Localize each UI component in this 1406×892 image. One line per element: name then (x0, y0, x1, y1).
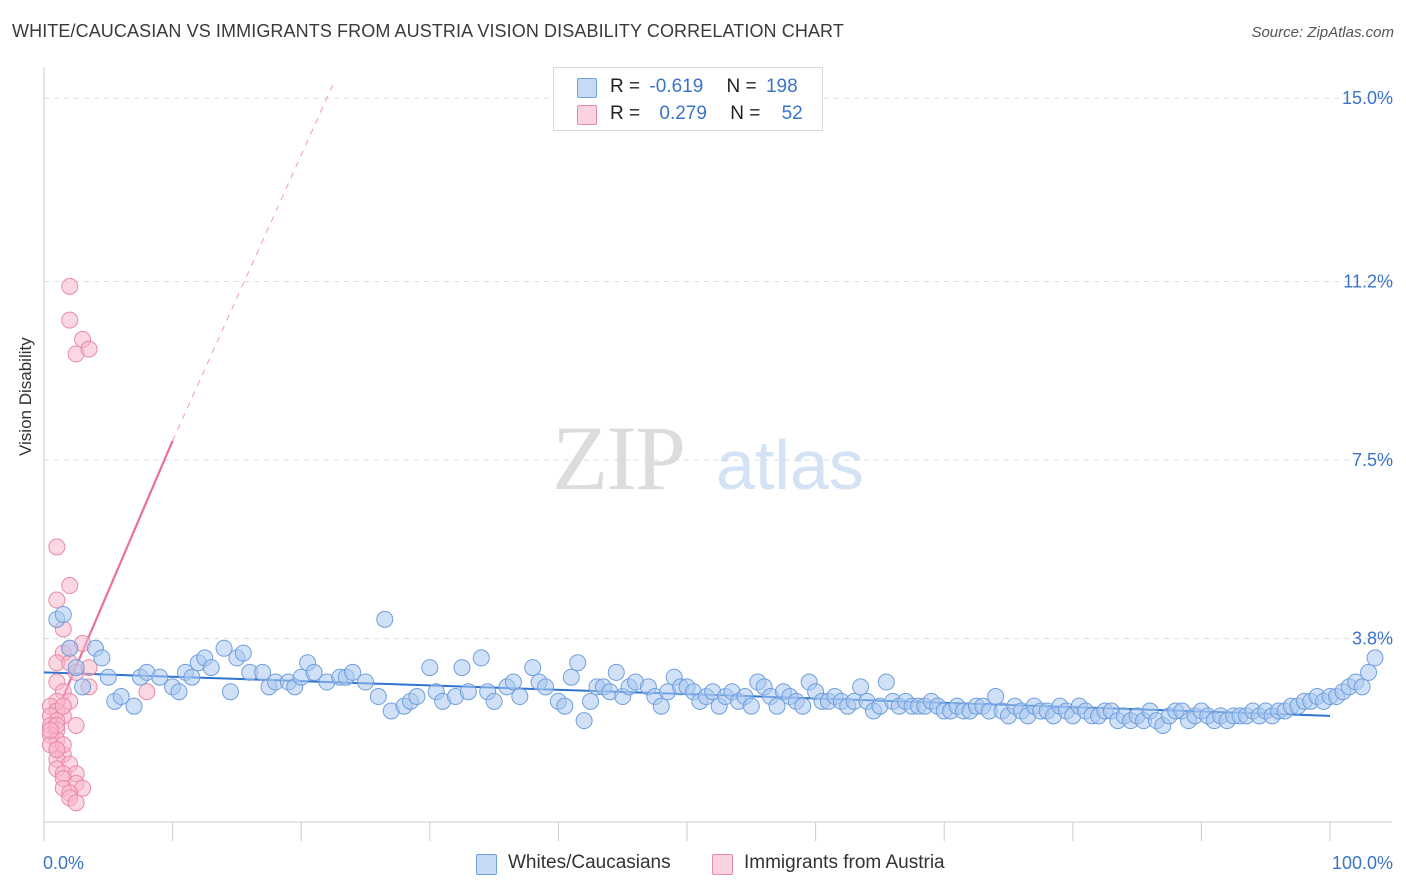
data-point-whites (344, 663, 362, 681)
tick-labels: 3.8% 7.5% 11.2% 15.0% 0.0% 100.0% (43, 88, 1393, 873)
data-point-whites (305, 663, 323, 681)
data-point-austria (67, 794, 85, 812)
bottom-legend-whites: Whites/Caucasians (476, 852, 671, 875)
data-point-whites (215, 639, 233, 657)
watermark: ZIP atlas (552, 407, 864, 509)
data-point-whites (459, 683, 477, 701)
data-point-austria (61, 277, 79, 295)
data-point-whites (74, 678, 92, 696)
data-point-whites (768, 697, 786, 715)
data-point-austria (48, 591, 66, 609)
bottom-legend-label: Immigrants from Austria (744, 852, 945, 873)
data-point-whites (524, 659, 542, 677)
data-point-whites (504, 673, 522, 691)
y-tick-label: 7.5% (1352, 450, 1393, 470)
stats-legend: R = -0.619 N = 198 R = 0.279 N = 52 (553, 67, 823, 131)
data-point-whites (61, 639, 79, 657)
data-point-whites (987, 688, 1005, 706)
legend-swatch-blue (577, 78, 597, 98)
data-point-whites (54, 605, 72, 623)
watermark-zip: ZIP (552, 407, 684, 509)
data-point-whites (575, 712, 593, 730)
data-point-whites (652, 697, 670, 715)
data-point-austria (61, 577, 79, 595)
legend-r-value: -0.619 (649, 76, 704, 97)
data-point-whites (183, 668, 201, 686)
data-point-austria (41, 721, 59, 739)
legend-r-label: R = (610, 103, 641, 124)
data-point-austria (48, 538, 66, 556)
bottom-legend-austria: Immigrants from Austria (712, 852, 945, 875)
legend-r-value: 0.279 (659, 103, 707, 124)
data-point-whites (556, 697, 574, 715)
data-point-whites (582, 692, 600, 710)
bottom-legend-label: Whites/Caucasians (508, 852, 671, 873)
data-point-whites (125, 697, 143, 715)
data-point-austria (61, 311, 79, 329)
data-point-whites (369, 688, 387, 706)
data-point-austria (80, 340, 98, 358)
data-point-whites (254, 663, 272, 681)
data-point-whites (794, 697, 812, 715)
data-point-whites (472, 649, 490, 667)
legend-n-value: 198 (765, 76, 798, 97)
data-point-whites (511, 688, 529, 706)
series-whites-caucasians (48, 605, 1384, 734)
data-point-whites (742, 697, 760, 715)
watermark-atlas: atlas (716, 426, 864, 504)
trend-lines (43, 83, 1331, 717)
series-immigrants-austria (41, 277, 156, 812)
data-point-whites (562, 668, 580, 686)
axes (43, 67, 1392, 841)
data-point-whites (607, 663, 625, 681)
legend-r-label: R = (610, 76, 641, 97)
data-point-whites (1360, 663, 1378, 681)
x-tick-label: 100.0% (1332, 853, 1393, 873)
bottom-legend-swatch-blue (476, 854, 497, 875)
data-point-whites (421, 659, 439, 677)
data-point-austria (67, 716, 85, 734)
legend-n-label: N = (726, 76, 757, 97)
data-point-austria (54, 697, 72, 715)
data-point-austria (48, 741, 66, 759)
data-point-whites (408, 688, 426, 706)
data-point-whites (877, 673, 895, 691)
chart-title: WHITE/CAUCASIAN VS IMMIGRANTS FROM AUSTR… (12, 21, 844, 41)
data-point-whites (221, 683, 239, 701)
data-point-whites (485, 692, 503, 710)
data-point-whites (376, 610, 394, 628)
data-point-whites (151, 668, 169, 686)
trend-line-austria (62, 440, 174, 697)
data-point-whites (1366, 649, 1384, 667)
data-point-whites (93, 649, 111, 667)
y-tick-label: 11.2% (1343, 272, 1393, 292)
data-point-whites (112, 688, 130, 706)
data-point-whites (537, 678, 555, 696)
data-point-whites (99, 668, 117, 686)
data-point-whites (170, 683, 188, 701)
data-point-whites (1353, 678, 1371, 696)
y-tick-label: 15.0% (1342, 88, 1393, 108)
data-point-whites (202, 659, 220, 677)
data-point-austria (138, 683, 156, 701)
data-point-whites (67, 659, 85, 677)
data-point-whites (234, 644, 252, 662)
legend-swatch-pink (577, 105, 597, 125)
legend-n-label: N = (730, 103, 761, 124)
data-point-whites (357, 673, 374, 691)
data-point-whites (569, 654, 587, 672)
data-point-whites (852, 678, 870, 696)
source-label: Source: ZipAtlas.com (1251, 24, 1394, 41)
y-tick-label: 3.8% (1352, 629, 1393, 649)
bottom-legend-swatch-pink (712, 854, 733, 875)
trend-line-austria-extension (172, 83, 334, 441)
data-point-whites (453, 659, 471, 677)
legend-n-value: 52 (781, 103, 803, 124)
grid-lines (44, 97, 1392, 640)
x-tick-label: 0.0% (43, 853, 84, 873)
